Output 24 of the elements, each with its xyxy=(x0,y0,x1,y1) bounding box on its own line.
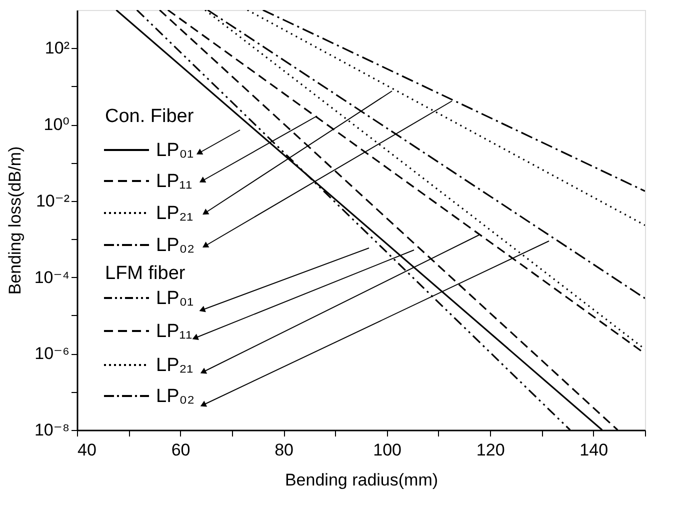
legend-label: LP₂₁ xyxy=(156,355,194,376)
x-axis-title: Bending radius(mm) xyxy=(284,470,438,490)
x-tick-label: 40 xyxy=(78,440,96,460)
x-tick-label: 120 xyxy=(476,440,505,460)
x-tick-label: 100 xyxy=(373,440,402,460)
legend-label: LP₁₁ xyxy=(156,321,192,342)
legend-label: LP₁₁ xyxy=(156,171,192,192)
x-tick-label: 140 xyxy=(580,440,608,460)
legend-label: LP₂₁ xyxy=(156,203,194,224)
y-tick-label: 10⁻⁸ xyxy=(34,420,70,440)
x-tick-label: 60 xyxy=(171,440,190,460)
y-tick-label: 10² xyxy=(44,38,70,58)
y-axis-title: Bending loss(dB/m) xyxy=(5,146,24,295)
legend-label: LP₀₂ xyxy=(156,235,195,256)
legend-label: LP₀₁ xyxy=(156,140,194,161)
y-tick-label: 10⁻⁶ xyxy=(34,344,70,364)
annotation: LFM fiber xyxy=(105,263,186,284)
x-tick-label: 80 xyxy=(274,440,294,460)
y-tick-label: 10⁻² xyxy=(36,191,70,210)
y-tick-label: 10⁻⁴ xyxy=(34,268,70,287)
legend-label: LP₀₂ xyxy=(156,386,195,407)
annotation: Con. Fiber xyxy=(105,106,194,127)
y-tick-label: 10⁰ xyxy=(44,115,70,134)
legend-label: LP₀₁ xyxy=(156,288,194,309)
